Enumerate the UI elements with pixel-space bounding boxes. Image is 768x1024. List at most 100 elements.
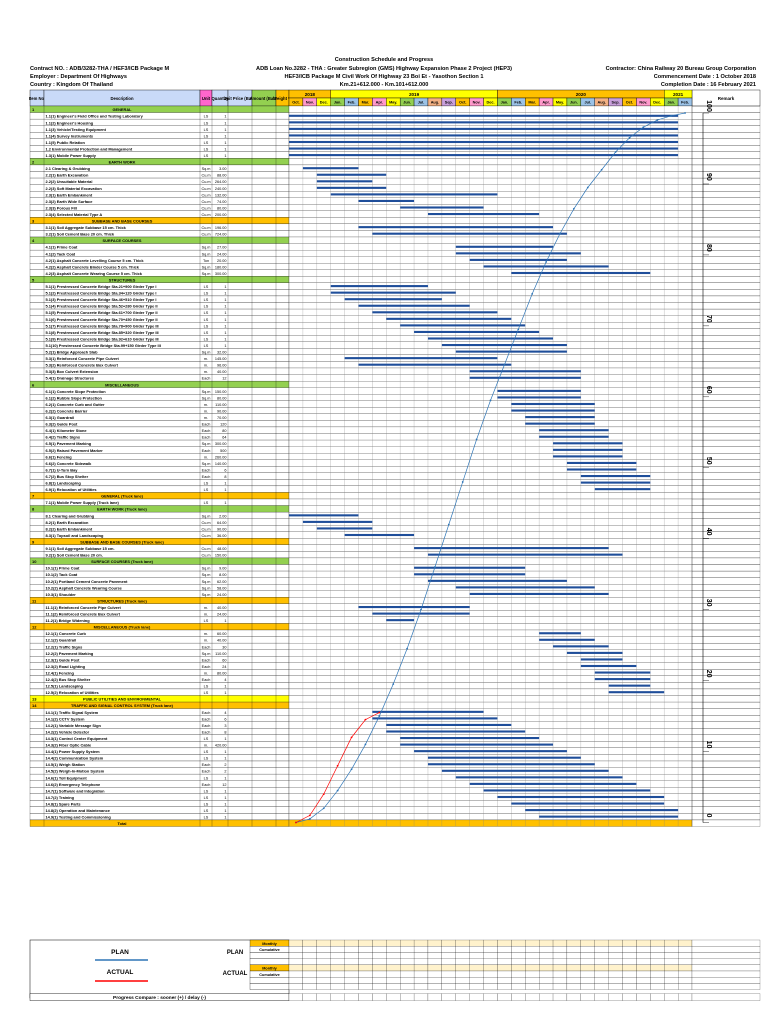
item-description: 5.3(2) Reinforced Concrete Box Culvert: [46, 363, 119, 368]
item-unit: LS: [204, 154, 209, 158]
item-description: Total: [117, 821, 126, 826]
summary-cell: [636, 977, 651, 984]
remark-cell: [691, 610, 761, 617]
item-unit: Ton: [203, 259, 209, 263]
remark-cell: [691, 800, 761, 807]
summary-cell: [455, 939, 470, 947]
legend-actual-label: ACTUAL: [107, 969, 134, 976]
item-description: 6.1(2) Rubble Slope Protection: [46, 395, 103, 400]
item-quantity: 64: [222, 436, 226, 440]
gantt-row: [288, 426, 693, 434]
item-unit: Each: [202, 645, 211, 649]
summary-cell: [441, 946, 456, 953]
plan-point: [364, 743, 367, 746]
item-unit: Each: [202, 468, 211, 472]
summary-cell: [302, 983, 317, 990]
plan-point: [517, 328, 520, 331]
remark-cell: [691, 479, 761, 487]
summary-cell: [608, 983, 623, 990]
item-unit: m.: [204, 455, 208, 459]
item-description: 4.2(2) Asphalt Concrete Binder Course 5 …: [46, 264, 140, 269]
summary-cell: [664, 939, 679, 947]
gantt-bar: [497, 795, 665, 799]
item-quantity: 6: [224, 468, 226, 472]
progress-compare-cell: [539, 993, 554, 1001]
gantt-row: [288, 538, 693, 545]
summary-cell: [608, 970, 623, 978]
summary-row-label: Cumulative: [259, 948, 279, 952]
progress-compare-cell: [288, 993, 303, 1001]
summary-cell: [552, 952, 568, 959]
summary-cell: [344, 983, 359, 990]
item-quantity: 3: [224, 724, 226, 728]
package-name: HEF3/ICB Package M Civil Work Of Highway…: [284, 74, 484, 80]
gantt-bar: [525, 809, 679, 812]
summary-cell: [372, 939, 387, 947]
remark-cell: [691, 341, 761, 349]
summary-remark-cell: [691, 970, 761, 978]
gantt-bar: [580, 664, 637, 668]
summary-cell: [678, 964, 693, 972]
item-description: 2.2(2) Unsuitable Material: [46, 179, 93, 184]
remark-cell: [691, 642, 761, 650]
summary-cell: [497, 983, 512, 990]
summary-cell: [441, 983, 456, 990]
summary-cell: [427, 946, 442, 953]
item-description: 2.3(1) Earth Embankment: [46, 192, 93, 197]
summary-cell: [511, 946, 526, 953]
gantt-bar: [289, 127, 679, 130]
summary-cell: [678, 977, 693, 984]
progress-compare-cell: [455, 993, 470, 1001]
progress-compare-cell: [552, 993, 568, 1001]
item-description: 6.5(1) Pavement Marking: [46, 441, 92, 446]
remark-cell: [691, 557, 761, 565]
summary-cell: [678, 952, 693, 959]
item-description: 12.4(1) Fencing: [46, 670, 75, 675]
item-unit: Sq.m: [202, 265, 211, 269]
plan-point: [447, 523, 450, 526]
item-description: 5.3(1) Reinforced Concrete Pipe Culvert: [46, 356, 120, 361]
remark-cell: [691, 250, 761, 257]
remark-cell: [691, 269, 761, 277]
item-quantity: 110.00: [215, 403, 226, 407]
item-unit: LS: [204, 324, 209, 328]
summary-cell: [552, 964, 568, 972]
section-row: [29, 557, 290, 565]
item-unit: Each: [202, 711, 211, 715]
item-description: 14.2(1) Variable Message Sign: [46, 723, 102, 728]
summary-cell: [413, 977, 429, 984]
item-description: 14.9(1) Testing and Commissioning: [46, 815, 112, 820]
summary-cell: [427, 939, 442, 947]
summary-cell: [455, 983, 470, 990]
item-quantity: 1: [224, 324, 226, 328]
item-quantity: 90.00: [217, 409, 227, 413]
month-label: Jul.: [585, 101, 592, 105]
item-number: 10: [32, 559, 37, 564]
item-description: 14.5(2) Weigh-In-Motion System: [46, 769, 105, 774]
item-quantity: 145.00: [215, 357, 227, 361]
summary-cell: [566, 964, 581, 972]
item-description: 6.2(2) Concrete Barrier: [46, 408, 88, 413]
item-quantity: 1: [224, 311, 226, 315]
actual-point: [336, 764, 339, 767]
summary-cell: [636, 970, 651, 978]
item-unit: Cu.m: [201, 547, 210, 551]
completion-date: Completion Date : 16 February 2021: [660, 82, 756, 88]
header-label-remark: Remark: [718, 96, 735, 101]
remark-cell: [691, 760, 761, 768]
summary-cell: [594, 983, 609, 990]
gantt-bar: [386, 723, 512, 726]
summary-plan-label: PLAN: [227, 950, 243, 956]
item-number: 3: [32, 219, 35, 224]
remark-cell: [691, 407, 761, 414]
summary-remark-cell: [691, 946, 761, 953]
gantt-row: [288, 708, 693, 716]
summary-remark-cell: [691, 964, 761, 972]
gantt-bar: [594, 488, 651, 491]
item-unit: Each: [202, 730, 211, 734]
summary-cell: [386, 983, 401, 990]
item-description: 6.8(1) Landscaping: [46, 481, 82, 486]
summary-cell: [302, 952, 317, 959]
gantt-bar: [358, 363, 512, 366]
remark-cell: [691, 472, 761, 480]
